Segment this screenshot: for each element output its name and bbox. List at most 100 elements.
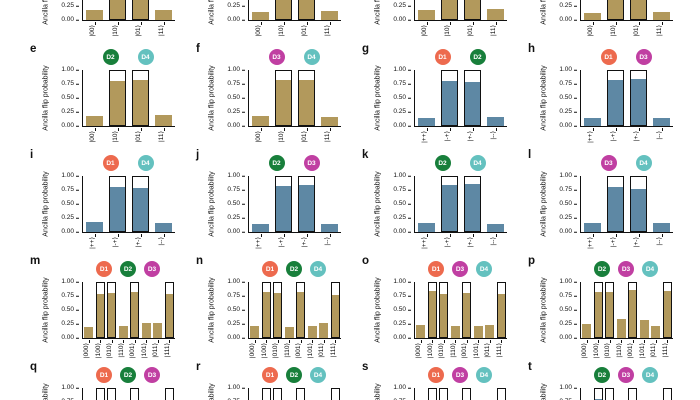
qubit-chip-D4: D4 [635, 155, 652, 171]
qubit-chip-D1: D1 [600, 49, 617, 65]
y-tick-label: 0.00 [61, 15, 79, 23]
bar [85, 116, 104, 126]
y-axis-label: Ancilla flip probability [43, 0, 50, 25]
y-axis-label: Ancilla flip probability [541, 383, 548, 400]
x-tick-label: |001⟩ [627, 343, 635, 359]
bar-slot [83, 388, 95, 400]
expected-flip-outline [662, 282, 672, 338]
qubit-chip-D3: D3 [618, 261, 634, 277]
bar [274, 0, 293, 20]
bar-slot [627, 282, 639, 343]
x-tick-label: |00⟩ [255, 25, 262, 37]
y-tick-label: 0.00 [227, 227, 245, 235]
plot-area [580, 388, 673, 400]
bar-slot [249, 176, 272, 237]
bar [297, 79, 316, 126]
y-tick-label: 1.00 [61, 383, 79, 391]
y-tick-label: 0.75 [227, 291, 245, 299]
x-axis-labels: |000⟩ |100⟩ |010⟩ |110⟩ |001⟩ |101⟩ |011⟩ |111⟩ [580, 341, 672, 366]
y-tick-label: 0.50 [61, 305, 79, 313]
y-axis-ticks: 1.000.750.500.250.00 [550, 0, 577, 22]
x-tick-label: |+-⟩ [633, 131, 640, 142]
bar-slot [249, 0, 272, 25]
y-tick-label: 0.25 [393, 319, 411, 327]
bar [95, 294, 105, 338]
bar [273, 293, 283, 338]
y-axis-label: Ancilla flip probability [540, 65, 548, 131]
y-tick-label: 0.75 [227, 79, 245, 87]
bar [164, 294, 174, 338]
data-qubit-chips: D1 D2 D4 [248, 260, 340, 278]
y-tick-label: 0.50 [393, 305, 411, 313]
qubit-chip-D1: D1 [102, 155, 119, 171]
y-tick-label: 1.00 [559, 277, 577, 285]
expected-flip-outline [605, 388, 615, 400]
bar-slot [249, 388, 261, 400]
x-tick-label: |000⟩ [83, 343, 91, 359]
bar [297, 184, 316, 232]
y-tick-label: 1.00 [393, 277, 411, 285]
expected-flip-outline [297, 176, 316, 232]
y-tick-label: 0.00 [393, 15, 411, 23]
bar-slot [118, 282, 130, 343]
y-tick-label: 0.00 [559, 227, 577, 235]
bar-slot [272, 176, 295, 237]
x-tick-label: |01⟩ [135, 25, 142, 37]
expected-flip-outline [496, 282, 506, 338]
y-tick-label: 0.75 [61, 291, 79, 299]
x-tick-label: |-+⟩ [444, 237, 451, 248]
y-tick-label: 0.25 [559, 1, 577, 9]
bar-slot [461, 0, 484, 25]
bar [251, 12, 270, 20]
y-axis-label: Ancilla flip probability [374, 277, 382, 343]
bar [439, 294, 449, 338]
bar-slot [484, 282, 496, 343]
x-tick-label: |-+⟩ [112, 237, 119, 248]
bar-slot [604, 282, 616, 343]
y-tick-label: 0.50 [559, 199, 577, 207]
bar [131, 79, 150, 126]
bar-slot [272, 388, 284, 400]
y-tick-label: 1.00 [227, 277, 245, 285]
bar [629, 78, 648, 126]
qubit-chip-D2: D2 [268, 155, 285, 171]
bar [593, 291, 603, 338]
plot-area [248, 70, 341, 131]
expected-flip-outline [462, 282, 472, 338]
x-tick-label: |011⟩ [650, 343, 658, 358]
y-tick-label: 0.25 [227, 107, 245, 115]
bar-slot [83, 282, 95, 343]
expected-flip-outline [629, 70, 648, 126]
bar [628, 290, 638, 338]
data-qubit-chips: D2 D4 [414, 154, 506, 172]
chart-panel-s: s D1 D3 D4 Ancilla flip probability 1.00 0.… [348, 361, 514, 400]
qubit-chip-D3: D3 [452, 367, 468, 383]
bar [319, 322, 329, 338]
bar-slot [581, 176, 604, 237]
expected-flip-outline [107, 388, 117, 400]
expected-flip-outline [108, 176, 127, 232]
x-axis-labels: |000⟩ |100⟩ |010⟩ |110⟩ |001⟩ |101⟩ |011⟩ |111⟩ [248, 341, 340, 366]
bar [606, 186, 625, 232]
panel-letter: i [30, 149, 34, 161]
bar-slot [307, 282, 319, 343]
x-tick-label: |00⟩ [255, 131, 262, 143]
expected-flip-outline [274, 0, 293, 20]
qubit-chip-D2: D2 [286, 261, 302, 277]
bar [85, 221, 104, 232]
bar [141, 322, 151, 338]
expected-flip-outline [164, 282, 174, 338]
bar-slot [461, 176, 484, 237]
expected-flip-outline [593, 282, 603, 338]
bar [417, 223, 436, 232]
plot-area [414, 70, 507, 131]
bar [108, 186, 127, 232]
qubit-chip-D2: D2 [594, 367, 610, 383]
bar-slot [106, 0, 129, 25]
bar-slot [295, 176, 318, 237]
x-tick-label: |01⟩ [633, 25, 640, 37]
qubit-chip-D4: D4 [469, 155, 486, 171]
x-tick-label: |00⟩ [89, 131, 96, 143]
